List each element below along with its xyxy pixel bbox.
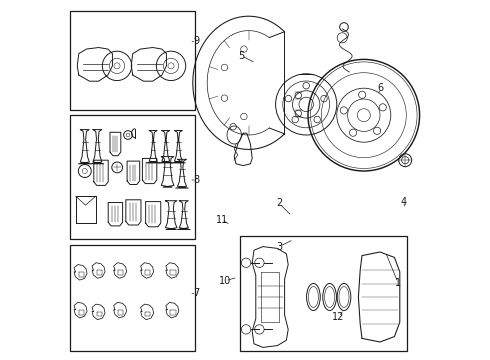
Text: 1: 1 — [395, 278, 401, 288]
Text: 4: 4 — [400, 197, 407, 207]
Bar — [71, 115, 195, 239]
Bar — [71, 245, 195, 351]
Text: 6: 6 — [377, 83, 383, 93]
Text: 9: 9 — [194, 36, 199, 46]
Text: 3: 3 — [276, 242, 282, 252]
Text: 5: 5 — [238, 51, 245, 61]
Bar — [71, 11, 195, 110]
Text: 11: 11 — [216, 215, 228, 225]
Text: 8: 8 — [194, 175, 199, 185]
Text: 10: 10 — [219, 276, 231, 286]
Text: 12: 12 — [332, 312, 345, 322]
Bar — [240, 236, 407, 351]
Text: 7: 7 — [193, 288, 199, 298]
Text: 2: 2 — [276, 198, 282, 208]
